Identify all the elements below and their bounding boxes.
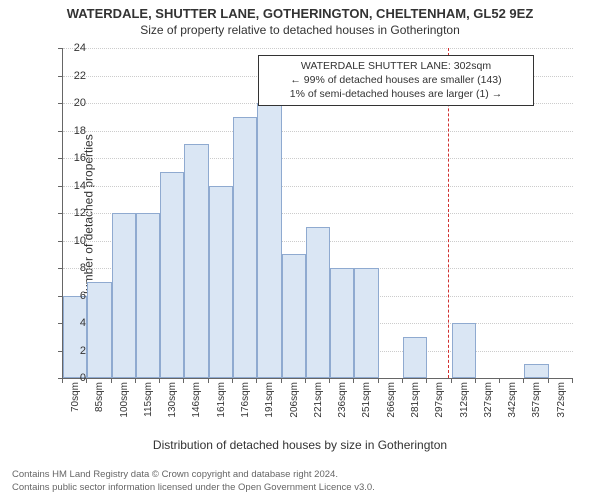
x-tick-mark bbox=[183, 378, 184, 383]
y-tick-label: 6 bbox=[62, 290, 86, 302]
x-tick-mark bbox=[232, 378, 233, 383]
x-tick-label: 266sqm bbox=[386, 382, 397, 426]
histogram-bar bbox=[282, 254, 306, 378]
histogram-bar bbox=[112, 213, 136, 378]
x-tick-label: 236sqm bbox=[337, 382, 348, 426]
y-tick-label: 14 bbox=[62, 180, 86, 192]
chart-container: WATERDALE, SHUTTER LANE, GOTHERINGTON, C… bbox=[0, 0, 600, 500]
x-tick-mark bbox=[402, 378, 403, 383]
x-tick-mark bbox=[86, 378, 87, 383]
x-tick-mark bbox=[208, 378, 209, 383]
histogram-bar bbox=[209, 186, 233, 379]
y-tick-label: 2 bbox=[62, 345, 86, 357]
y-tick-label: 16 bbox=[62, 152, 86, 164]
x-tick-mark bbox=[329, 378, 330, 383]
x-tick-mark bbox=[548, 378, 549, 383]
x-tick-label: 312sqm bbox=[459, 382, 470, 426]
histogram-bar bbox=[233, 117, 257, 378]
histogram-bar bbox=[136, 213, 160, 378]
x-tick-label: 176sqm bbox=[240, 382, 251, 426]
histogram-bar bbox=[403, 337, 427, 378]
histogram-bar bbox=[354, 268, 378, 378]
x-tick-mark bbox=[451, 378, 452, 383]
y-tick-label: 24 bbox=[62, 42, 86, 54]
y-tick-label: 22 bbox=[62, 70, 86, 82]
grid-line bbox=[63, 48, 573, 49]
histogram-bar bbox=[452, 323, 476, 378]
x-tick-label: 70sqm bbox=[70, 382, 81, 426]
x-tick-label: 100sqm bbox=[119, 382, 130, 426]
y-tick-label: 8 bbox=[62, 262, 86, 274]
x-tick-label: 191sqm bbox=[264, 382, 275, 426]
x-tick-label: 85sqm bbox=[94, 382, 105, 426]
x-tick-mark bbox=[426, 378, 427, 383]
y-tick-label: 4 bbox=[62, 317, 86, 329]
x-tick-label: 161sqm bbox=[216, 382, 227, 426]
x-tick-label: 221sqm bbox=[313, 382, 324, 426]
x-tick-label: 251sqm bbox=[361, 382, 372, 426]
footer: Contains HM Land Registry data © Crown c… bbox=[12, 469, 375, 494]
title-sub: Size of property relative to detached ho… bbox=[0, 21, 600, 37]
x-tick-mark bbox=[499, 378, 500, 383]
histogram-bar bbox=[63, 296, 87, 379]
annotation-line3: 1% of semi-detached houses are larger (1… bbox=[265, 87, 527, 101]
x-tick-mark bbox=[135, 378, 136, 383]
y-tick-label: 20 bbox=[62, 97, 86, 109]
x-tick-mark bbox=[256, 378, 257, 383]
histogram-bar bbox=[306, 227, 330, 378]
x-tick-mark bbox=[378, 378, 379, 383]
histogram-bar bbox=[524, 364, 548, 378]
x-tick-mark bbox=[281, 378, 282, 383]
annotation-box: WATERDALE SHUTTER LANE: 302sqm ← 99% of … bbox=[258, 55, 534, 106]
x-axis-label: Distribution of detached houses by size … bbox=[0, 438, 600, 452]
x-tick-mark bbox=[62, 378, 63, 383]
x-tick-mark bbox=[305, 378, 306, 383]
x-tick-mark bbox=[475, 378, 476, 383]
x-tick-label: 342sqm bbox=[507, 382, 518, 426]
grid-line bbox=[63, 186, 573, 187]
histogram-bar bbox=[257, 103, 281, 378]
histogram-bar bbox=[87, 282, 111, 378]
x-tick-mark bbox=[353, 378, 354, 383]
x-tick-label: 327sqm bbox=[483, 382, 494, 426]
x-tick-label: 357sqm bbox=[531, 382, 542, 426]
x-tick-label: 206sqm bbox=[289, 382, 300, 426]
annotation-line2: ← 99% of detached houses are smaller (14… bbox=[265, 73, 527, 87]
x-tick-mark bbox=[572, 378, 573, 383]
y-tick-label: 10 bbox=[62, 235, 86, 247]
x-tick-label: 281sqm bbox=[410, 382, 421, 426]
grid-line bbox=[63, 131, 573, 132]
histogram-bar bbox=[330, 268, 354, 378]
histogram-bar bbox=[160, 172, 184, 378]
x-tick-label: 130sqm bbox=[167, 382, 178, 426]
grid-line bbox=[63, 158, 573, 159]
x-tick-mark bbox=[159, 378, 160, 383]
annotation-line1: WATERDALE SHUTTER LANE: 302sqm bbox=[265, 59, 527, 73]
x-tick-mark bbox=[111, 378, 112, 383]
x-tick-label: 146sqm bbox=[191, 382, 202, 426]
y-tick-label: 18 bbox=[62, 125, 86, 137]
y-tick-label: 12 bbox=[62, 207, 86, 219]
x-tick-label: 115sqm bbox=[143, 382, 154, 426]
footer-line1: Contains HM Land Registry data © Crown c… bbox=[12, 469, 375, 481]
footer-line2: Contains public sector information licen… bbox=[12, 482, 375, 494]
x-tick-label: 372sqm bbox=[556, 382, 567, 426]
histogram-bar bbox=[184, 144, 208, 378]
x-tick-label: 297sqm bbox=[434, 382, 445, 426]
title-main: WATERDALE, SHUTTER LANE, GOTHERINGTON, C… bbox=[0, 0, 600, 21]
x-tick-mark bbox=[523, 378, 524, 383]
